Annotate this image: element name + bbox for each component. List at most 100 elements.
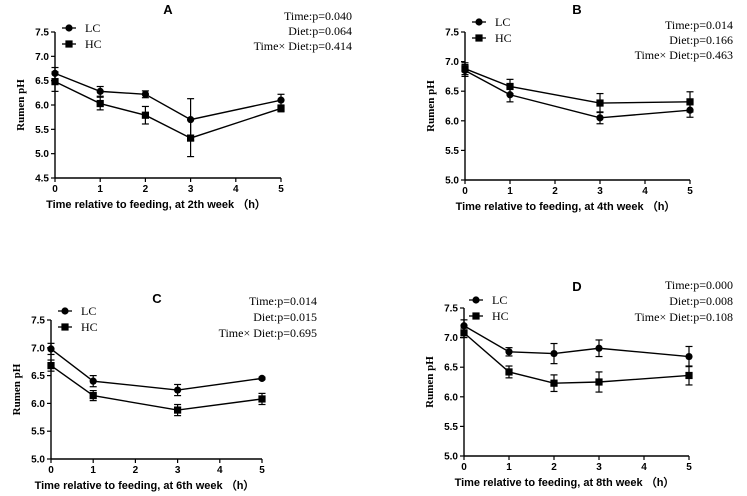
- y-tick-label: 6.5: [444, 363, 458, 374]
- data-point-lc: [685, 352, 693, 361]
- y-tick-label: 5.5: [31, 427, 45, 438]
- x-tick-label: 4: [641, 462, 647, 473]
- data-point-lc: [595, 344, 603, 352]
- x-tick-label: 3: [596, 462, 602, 473]
- data-point-hc: [550, 379, 558, 387]
- y-tick-label: 5.0: [444, 452, 458, 463]
- panel-letter: C: [152, 291, 162, 306]
- y-tick-label: 4.5: [35, 174, 49, 185]
- stat-line: Time× Diet:p=0.414: [254, 39, 352, 53]
- legend-marker-lc: [472, 296, 480, 304]
- legend-marker-hc: [61, 323, 69, 331]
- data-point-hc: [596, 99, 604, 107]
- y-tick-label: 5.5: [445, 146, 459, 157]
- x-tick-label: 3: [188, 184, 194, 195]
- stat-line: Diet:p=0.166: [669, 33, 733, 47]
- y-tick-label: 7.0: [444, 333, 458, 344]
- series-line-lc: [54, 72, 282, 121]
- y-axis-title: Rumen pH: [11, 363, 23, 415]
- y-tick-label: 5.0: [445, 176, 459, 187]
- y-tick-label: 6.0: [31, 399, 45, 410]
- y-axis-title: Rumen pH: [424, 356, 436, 408]
- x-tick-label: 0: [461, 462, 467, 473]
- x-tick-label: 4: [217, 465, 223, 476]
- data-point-lc: [47, 345, 55, 353]
- stat-line: Time× Diet:p=0.108: [635, 310, 733, 324]
- stat-line: Time× Diet:p=0.463: [635, 48, 733, 62]
- x-tick-label: 5: [687, 186, 693, 197]
- y-axis-title: Rumen pH: [15, 79, 27, 131]
- panel-d: 5.0 5.5 6.0 6.5 7.0 7.5 0 1 2 3 4 5 Time relative to…: [424, 278, 733, 489]
- data-point-hc: [460, 329, 468, 337]
- panel-a: 4.5 5.0 5.5 6.0 6.5 7.0 7.5 0 1 2 3 4 5 Time relative…: [15, 2, 352, 211]
- legend-marker-hc: [475, 34, 483, 42]
- series-line-hc: [464, 68, 691, 104]
- y-tick-label: 7.5: [444, 304, 458, 315]
- x-tick-label: 3: [597, 186, 603, 197]
- x-tick-label: 0: [52, 184, 58, 195]
- y-tick-label: 7.5: [35, 28, 49, 39]
- stat-line: Time× Diet:p=0.695: [219, 326, 317, 340]
- legend-label-hc: HC: [495, 31, 512, 45]
- x-axis-title: Time relative to feeding, at 4th week （h…: [456, 200, 676, 213]
- data-point-hc: [258, 395, 266, 403]
- x-tick-label: 2: [551, 462, 557, 473]
- data-point-hc: [505, 368, 513, 376]
- panel-c: 5.0 5.5 6.0 6.5 7.0 7.5 0 1 2 3 4 5 Time relative to…: [11, 291, 317, 492]
- data-point-lc: [258, 374, 266, 382]
- data-point-hc: [96, 99, 104, 108]
- series-line-lc: [464, 69, 691, 119]
- x-tick-label: 1: [90, 465, 96, 476]
- data-point-lc: [141, 90, 149, 98]
- data-point-hc: [277, 104, 285, 113]
- data-point-hc: [187, 134, 195, 142]
- legend-label-lc: LC: [81, 304, 96, 318]
- x-axis-title: Time relative to feeding, at 6th week （h…: [35, 479, 255, 492]
- legend-marker-hc: [472, 312, 480, 320]
- y-tick-label: 6.5: [35, 76, 49, 87]
- x-tick-label: 0: [462, 186, 468, 197]
- stat-line: Diet:p=0.008: [669, 294, 733, 308]
- series-line-hc: [50, 365, 263, 411]
- x-tick-label: 3: [175, 465, 181, 476]
- legend-label-lc: LC: [85, 21, 100, 35]
- x-tick-label: 1: [97, 184, 103, 195]
- y-tick-label: 6.0: [444, 392, 458, 403]
- data-point-hc: [595, 378, 603, 386]
- y-tick-label: 5.0: [31, 455, 45, 466]
- data-point-hc: [506, 82, 514, 91]
- y-tick-label: 6.5: [445, 87, 459, 98]
- x-tick-label: 5: [259, 465, 265, 476]
- y-tick-label: 6.5: [31, 371, 45, 382]
- panel-b: 5.0 5.5 6.0 6.5 7.0 7.5 0 1 2 3 4 5 Time relative to…: [425, 2, 733, 213]
- legend-label-lc: LC: [492, 293, 507, 307]
- legend-label-hc: HC: [85, 37, 102, 51]
- x-tick-label: 0: [48, 465, 54, 476]
- data-point-lc: [506, 91, 514, 99]
- series-line-hc: [54, 81, 282, 139]
- x-tick-label: 5: [686, 462, 692, 473]
- x-tick-label: 4: [233, 184, 239, 195]
- data-point-hc: [47, 361, 55, 370]
- x-tick-label: 5: [278, 184, 284, 195]
- data-point-hc: [686, 98, 694, 106]
- x-tick-label: 2: [133, 465, 139, 476]
- legend-label-hc: HC: [81, 320, 98, 334]
- legend-label-lc: LC: [495, 15, 510, 29]
- stat-line: Time:p=0.014: [249, 294, 317, 308]
- stat-line: Diet:p=0.015: [253, 310, 317, 324]
- y-tick-label: 5.0: [35, 149, 49, 160]
- legend-label-hc: HC: [492, 309, 509, 323]
- stat-line: Diet:p=0.064: [288, 24, 352, 38]
- y-tick-label: 5.5: [444, 422, 458, 433]
- y-tick-label: 7.5: [31, 316, 45, 327]
- panel-letter: D: [572, 279, 581, 294]
- series-line-lc: [463, 325, 690, 358]
- stat-line: Time:p=0.040: [284, 9, 352, 23]
- panel-letter: A: [163, 2, 173, 17]
- data-point-hc: [89, 392, 97, 400]
- x-axis-title: Time relative to feeding, at 8th week （h…: [455, 476, 675, 489]
- data-point-hc: [685, 371, 693, 380]
- x-tick-label: 1: [506, 462, 512, 473]
